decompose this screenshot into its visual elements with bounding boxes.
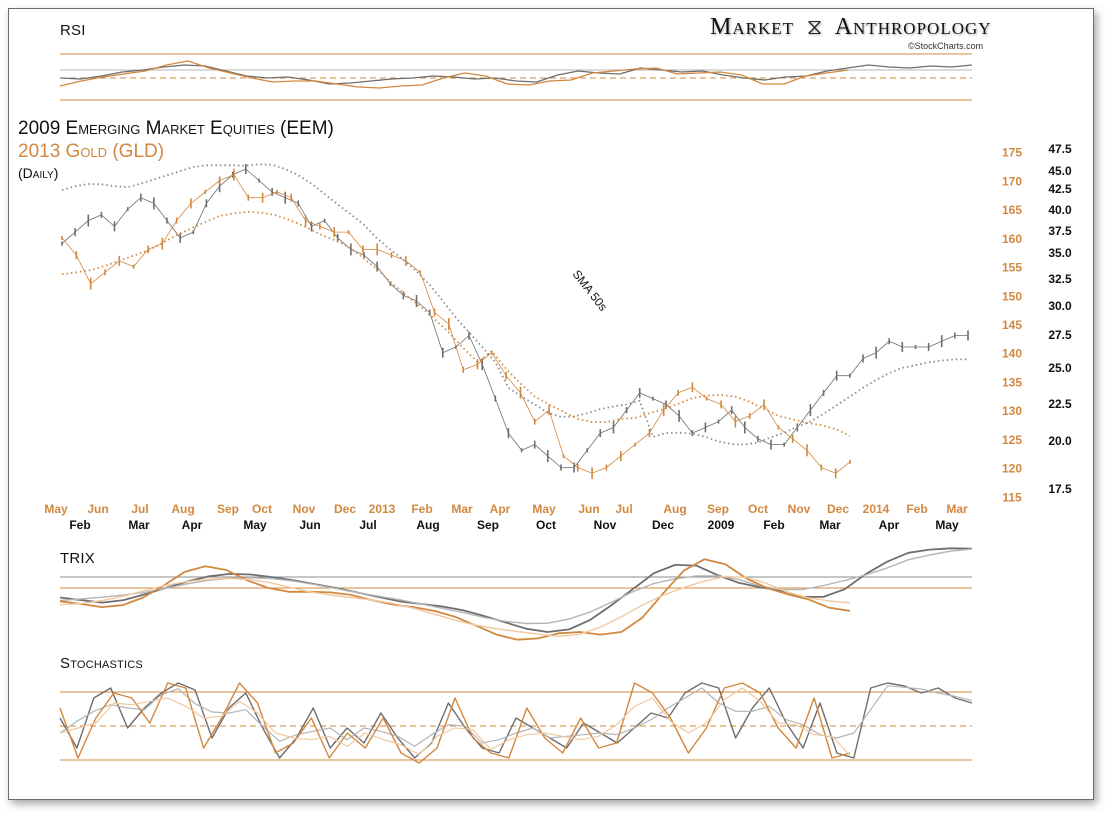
eem-axis-tick: 32.5	[1048, 272, 1072, 286]
gld-month-label: 2014	[863, 502, 890, 516]
gld-month-label: 2013	[369, 502, 396, 516]
gld-axis-tick: 155	[1002, 261, 1022, 275]
gld-month-label: Dec	[334, 502, 356, 516]
trix-gld-line	[59, 558, 851, 641]
eem-axis-tick: 17.5	[1048, 482, 1072, 496]
eem-axis-tick: 25.0	[1048, 361, 1072, 375]
eem-axis-tick: 27.5	[1048, 328, 1072, 342]
gld-axis-tick: 140	[1002, 347, 1022, 361]
trix-eem-signal-line	[59, 548, 973, 625]
eem-month-label: 2009	[708, 518, 735, 532]
gld-axis-tick: 175	[1002, 146, 1022, 160]
gld-month-label: Sep	[217, 502, 239, 516]
eem-month-label: Aug	[416, 518, 439, 532]
eem-axis-tick: 42.5	[1048, 182, 1072, 196]
eem-axis-tick: 35.0	[1048, 246, 1072, 260]
chart-period: (Daily)	[18, 165, 59, 181]
dna-helix-icon: ⧖	[806, 14, 824, 39]
gld-axis-tick: 170	[1002, 174, 1022, 188]
gld-axis-tick: 130	[1002, 404, 1022, 418]
stoch-gld-line	[59, 682, 851, 764]
gld-month-label: Feb	[906, 502, 927, 516]
brand-left: Market	[710, 14, 795, 40]
gld-axis-tick: 125	[1002, 433, 1022, 447]
chart-title: 2009 Emerging Market Equities (EEM)	[18, 118, 334, 139]
gld-axis-tick: 165	[1002, 203, 1022, 217]
gld-month-label: Mar	[451, 502, 473, 516]
trix-eem-line	[59, 547, 973, 633]
chart-frame	[8, 8, 1094, 800]
gld-month-label: Mar	[946, 502, 968, 516]
eem-axis-tick: 22.5	[1048, 397, 1072, 411]
eem-month-label: Mar	[128, 518, 150, 532]
eem-month-label: Dec	[652, 518, 674, 532]
gld-month-label: Feb	[411, 502, 432, 516]
eem-price-path	[61, 168, 968, 468]
gld-month-label: Jul	[615, 502, 632, 516]
stoch-gld-signal-line	[59, 687, 851, 756]
eem-axis-tick: 40.0	[1048, 203, 1072, 217]
gld-axis-tick: 120	[1002, 462, 1022, 476]
eem-month-label: May	[935, 518, 959, 532]
trix-label: TRIX	[60, 550, 95, 567]
rsi-label: RSI	[60, 22, 86, 39]
gld-month-label: Dec	[827, 502, 849, 516]
gld-axis-tick: 145	[1002, 318, 1022, 332]
trix-gld-signal-line	[59, 575, 851, 638]
eem-axis-tick: 47.5	[1048, 142, 1072, 156]
copyright-text: ©StockCharts.com	[908, 41, 984, 51]
gld-month-label: May	[532, 502, 556, 516]
rsi-gld-line	[59, 60, 849, 89]
eem-month-label: Feb	[763, 518, 784, 532]
eem-month-label: Jun	[299, 518, 320, 532]
gld-axis-tick: 150	[1002, 289, 1022, 303]
gld-month-label: Jul	[131, 502, 148, 516]
eem-month-label: Apr	[879, 518, 900, 532]
gld-month-label: Sep	[707, 502, 729, 516]
brand-logo: Market ⧖ Anthropology	[710, 14, 992, 41]
eem-month-label: Jul	[359, 518, 376, 532]
gld-month-label: Aug	[663, 502, 686, 516]
gld-month-label: Nov	[788, 502, 811, 516]
eem-month-label: Mar	[819, 518, 841, 532]
gld-price-path	[61, 174, 851, 474]
stoch-eem-line	[59, 682, 973, 759]
eem-month-label: Apr	[182, 518, 203, 532]
gld-month-label: Jun	[87, 502, 108, 516]
gld-month-label: Nov	[293, 502, 316, 516]
chart-subtitle: 2013 Gold (GLD)	[18, 141, 165, 162]
eem-month-label: May	[243, 518, 267, 532]
stochastics-label: Stochastics	[60, 655, 143, 672]
rsi-eem-line	[59, 64, 973, 85]
eem-axis-tick: 20.0	[1048, 434, 1072, 448]
eem-month-label: Nov	[594, 518, 617, 532]
eem-month-label: Oct	[536, 518, 556, 532]
gld-month-label: Apr	[490, 502, 511, 516]
eem-month-label: Sep	[477, 518, 499, 532]
gld-axis-tick: 135	[1002, 375, 1022, 389]
gld-axis-tick: 160	[1002, 232, 1022, 246]
gld-month-label: Aug	[171, 502, 194, 516]
eem-axis-tick: 45.0	[1048, 164, 1072, 178]
gld-month-label: Oct	[748, 502, 768, 516]
eem-axis-tick: 37.5	[1048, 224, 1072, 238]
eem-month-label: Feb	[69, 518, 90, 532]
gld-month-label: Oct	[252, 502, 272, 516]
sma-annotation: SMA 50s	[570, 267, 611, 313]
brand-right: Anthropology	[834, 14, 992, 40]
gld-axis-tick: 115	[1002, 490, 1022, 504]
eem-sma-50-line	[61, 163, 969, 446]
gld-sma-50-line	[61, 210, 851, 437]
gld-month-label: May	[44, 502, 68, 516]
gld-month-label: Jun	[578, 502, 599, 516]
eem-axis-tick: 30.0	[1048, 299, 1072, 313]
